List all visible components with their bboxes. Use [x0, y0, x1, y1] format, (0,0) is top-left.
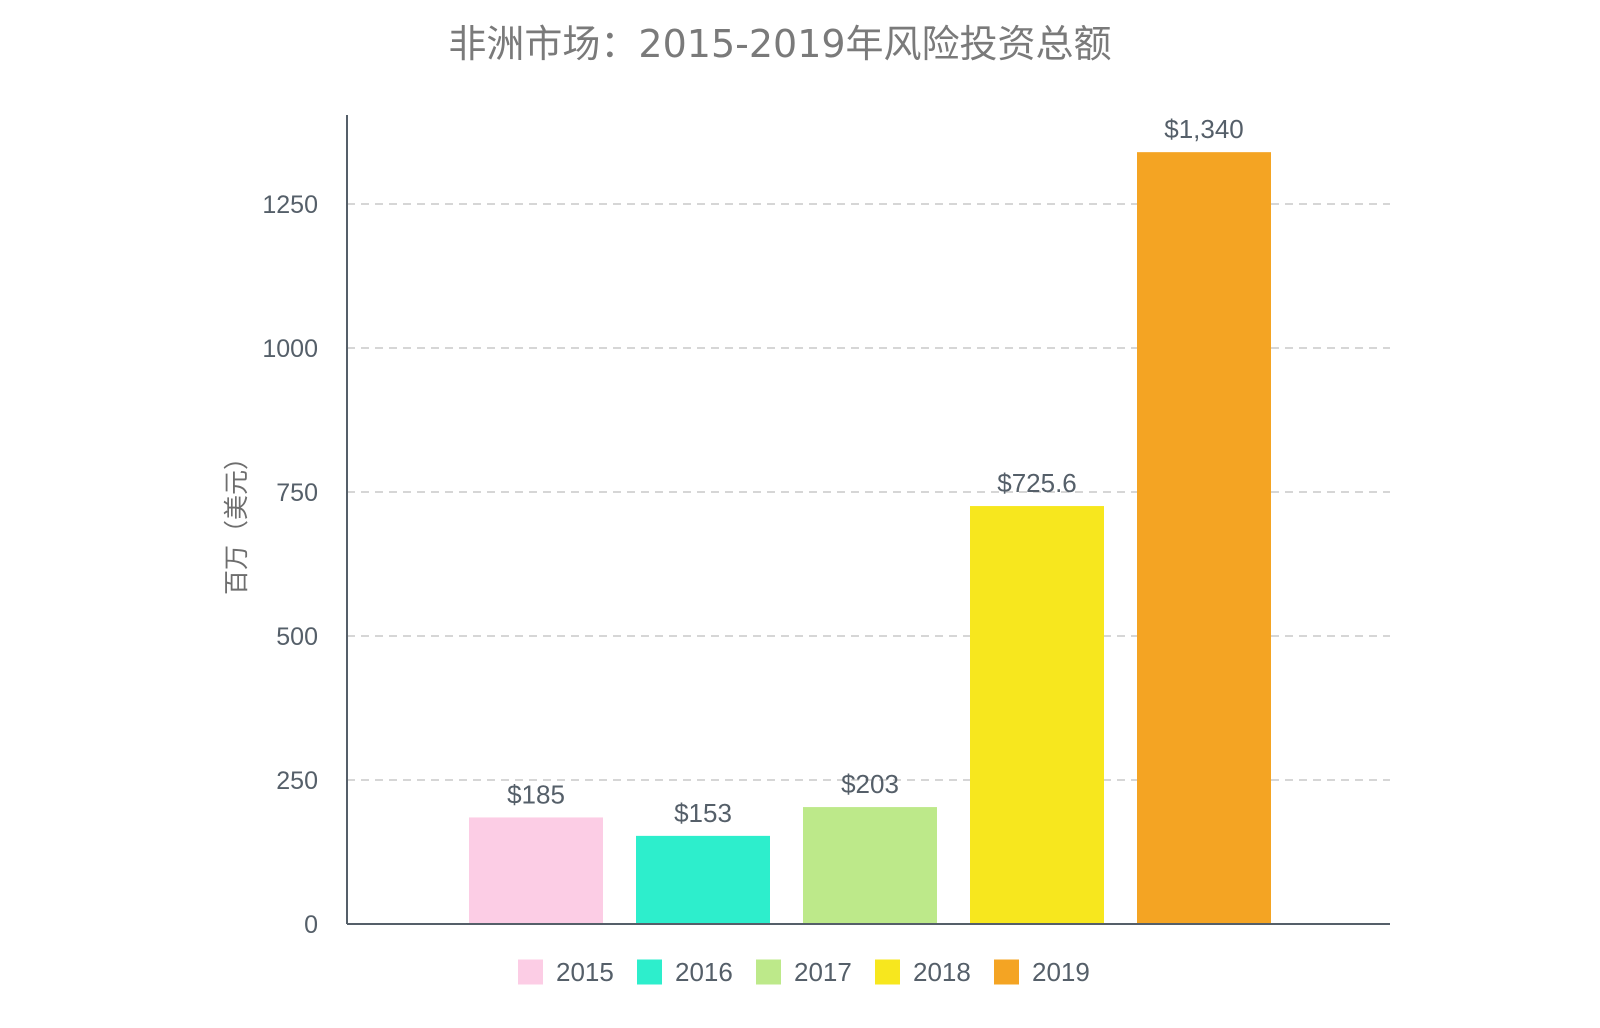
data-label-2015: $185: [507, 779, 565, 809]
data-label-2018: $725.6: [997, 468, 1077, 498]
data-labels: $185 $153 $203 $725.6 $1,340: [507, 114, 1244, 828]
y-axis-label: 百万（美元）: [222, 445, 251, 595]
legend-item-2019[interactable]: 2019: [994, 957, 1090, 987]
y-tick-label-1000: 1000: [262, 335, 318, 363]
data-label-2019: $1,340: [1164, 114, 1244, 144]
legend-swatch-2016: [637, 959, 662, 985]
legend-item-2017[interactable]: 2017: [756, 957, 852, 987]
legend-label-2017: 2017: [794, 957, 852, 987]
bar-2019: [1137, 152, 1271, 924]
y-tick-label-0: 0: [304, 911, 318, 939]
legend: 2015 2016 2017 2018 2019: [518, 957, 1090, 987]
y-tick-label-250: 250: [276, 767, 318, 795]
legend-label-2018: 2018: [913, 957, 971, 987]
y-tick-label-1250: 1250: [262, 191, 318, 219]
bar-2015: [469, 817, 603, 924]
legend-item-2018[interactable]: 2018: [875, 957, 971, 987]
y-tick-label-500: 500: [276, 623, 318, 651]
legend-swatch-2019: [994, 959, 1019, 985]
bars: [469, 152, 1271, 924]
legend-swatch-2015: [518, 959, 543, 985]
y-tick-label-750: 750: [276, 479, 318, 507]
legend-item-2016[interactable]: 2016: [637, 957, 733, 987]
legend-swatch-2018: [875, 959, 900, 985]
legend-label-2016: 2016: [675, 957, 733, 987]
data-label-2016: $153: [674, 798, 732, 828]
y-tick-labels: 0 250 500 750 1000 1250: [262, 191, 318, 939]
legend-item-2015[interactable]: 2015: [518, 957, 614, 987]
bar-2018: [970, 506, 1104, 924]
bar-2017: [803, 807, 937, 924]
legend-label-2015: 2015: [556, 957, 614, 987]
legend-label-2019: 2019: [1032, 957, 1090, 987]
chart-title: 非洲市场：2015-2019年风险投资总额: [448, 22, 1111, 66]
legend-swatch-2017: [756, 959, 781, 985]
bar-2016: [636, 835, 770, 924]
data-label-2017: $203: [841, 769, 899, 799]
